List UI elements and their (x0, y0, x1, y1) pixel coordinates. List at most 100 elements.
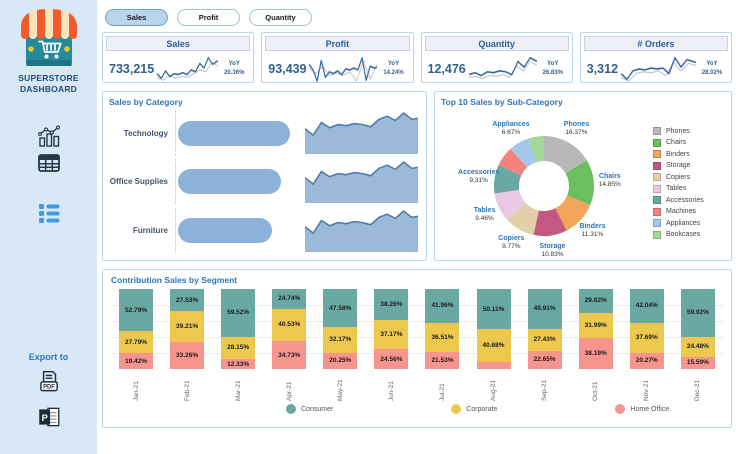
tab-quantity[interactable]: Quantity (249, 9, 312, 26)
category-bar[interactable] (178, 169, 282, 195)
segment-consumer: 38.26% (374, 289, 409, 320)
segment-value-label: 39.21% (176, 323, 199, 331)
donut-slice-binders[interactable] (555, 195, 591, 231)
segment-value-label: 40.68% (482, 341, 505, 349)
segment-home-office: 24.56% (374, 349, 409, 369)
legend-label: Copiers (666, 173, 691, 181)
legend-item-appliances[interactable]: Appliances (653, 219, 725, 228)
slice-pct: 10.83% (541, 251, 564, 259)
kpi-sparkline (468, 55, 537, 83)
legend-item-tables[interactable]: Tables (653, 184, 725, 193)
legend-item-copiers[interactable]: Copiers (653, 173, 725, 182)
month-axis-label: May-21 (336, 379, 344, 401)
panel-title: Sales by Category (109, 97, 183, 107)
donut-slice-machines[interactable] (498, 148, 528, 176)
slice-pct: 16.37% (565, 128, 588, 136)
stacked-bar[interactable]: 49.91% 27.43% 22.65% (527, 289, 562, 369)
category-bar-zone (175, 159, 295, 205)
segment-value-label: 24.48% (686, 343, 709, 351)
donut-slice-phones[interactable] (544, 136, 587, 174)
donut-slice-accessories[interactable] (494, 164, 522, 194)
month-column-jun-21: 38.26% 37.17% 24.56% Jun-21 (374, 289, 409, 401)
kpi-card-sales[interactable]: Sales 733,215 YoY 20.36% (102, 32, 255, 83)
stacked-bar[interactable]: 50.11% 40.68% (476, 289, 511, 369)
donut-slice-copiers[interactable] (507, 202, 539, 235)
legend-swatch (653, 150, 661, 159)
measure-tabs: Sales Profit Quantity (105, 9, 732, 26)
stacked-bar[interactable]: 38.26% 37.17% 24.56% (374, 289, 409, 369)
legend-label: Phones (666, 127, 690, 135)
donut-slice-bookcases[interactable] (528, 136, 544, 163)
segment-value-label: 59.52% (227, 309, 250, 317)
export-powerpoint-icon[interactable]: P (36, 404, 62, 430)
stacked-bar[interactable]: 27.53% 39.21% 33.26% (170, 289, 205, 369)
table-icon[interactable] (37, 153, 61, 173)
category-bar[interactable] (178, 218, 273, 244)
segment-value-label: 32.17% (329, 336, 352, 344)
legend-label: Corporate (466, 405, 498, 413)
segment-home-office: 33.26% (170, 342, 205, 369)
segment-legend: Consumer Corporate Home Office (286, 404, 723, 414)
panel-title: Contribution Sales by Segment (111, 275, 238, 285)
kpi-sparkline (309, 55, 378, 83)
month-axis-label: Aug-21 (490, 380, 498, 401)
slice-pct: 9.31% (469, 177, 488, 185)
kpi-card-quantity[interactable]: Quantity 12,476 YoY 26.83% (420, 32, 573, 83)
stacked-bar[interactable]: 24.74% 40.53% 34.73% (272, 289, 307, 369)
donut-label-appliances: Appliances 6.67% (492, 121, 529, 137)
donut-slice-storage[interactable] (533, 208, 567, 236)
legend-item-consumer[interactable]: Consumer (286, 404, 333, 414)
stacked-bar[interactable]: 52.79% 27.79% 19.42% (119, 289, 153, 369)
kpi-title: Quantity (424, 36, 569, 51)
month-column-feb-21: 27.53% 39.21% 33.26% Feb-21 (170, 289, 205, 401)
stacked-bar[interactable]: 41.96% 36.51% 21.53% (425, 289, 460, 369)
segment-value-label: 33.26% (176, 352, 199, 360)
stacked-bar[interactable]: 59.52% 28.15% 12.33% (221, 289, 256, 369)
export-pdf-icon[interactable]: PDF (36, 370, 62, 395)
combo-chart-icon[interactable] (37, 125, 61, 147)
month-axis-label: Mar-21 (234, 380, 242, 401)
stacked-bar[interactable]: 42.04% 37.69% 20.27% (629, 289, 664, 369)
segment-value-label: 31.99% (584, 322, 607, 330)
donut-slice-chairs[interactable] (565, 160, 594, 206)
kpi-card-orders[interactable]: # Orders 3,312 YoY 28.02% (579, 32, 732, 83)
stacked-bar[interactable]: 59.92% 24.48% 15.59% (680, 289, 715, 369)
segment-value-label: 19.42% (124, 357, 148, 365)
legend-item-phones[interactable]: Phones (653, 127, 725, 136)
slice-pct: 9.77% (502, 243, 521, 251)
kpi-sparkline (620, 55, 697, 83)
donut-label-binders: Binders 11.31% (579, 223, 605, 239)
legend-item-chairs[interactable]: Chairs (653, 138, 725, 147)
kpi-yoy: YoY 14.24% (383, 61, 404, 76)
legend-item-machines[interactable]: Machines (653, 207, 725, 216)
segment-value-label: 12.33% (227, 360, 250, 368)
kpi-card-profit[interactable]: Profit 93,439 YoY 14.24% (261, 32, 414, 83)
stacked-bar[interactable]: 47.58% 32.17% 20.25% (323, 289, 358, 369)
legend-item-corporate[interactable]: Corporate (451, 404, 497, 414)
legend-item-bookcases[interactable]: Bookcases (653, 230, 725, 239)
month-axis-label: Jun-21 (387, 381, 395, 401)
segment-value-label: 37.17% (380, 330, 403, 338)
category-bar[interactable] (178, 120, 290, 146)
legend-item-accessories[interactable]: Accessories (653, 196, 725, 205)
kpi-value: 3,312 (586, 61, 619, 76)
tab-sales[interactable]: Sales (105, 9, 168, 26)
donut-slice-appliances[interactable] (510, 138, 537, 168)
segment-value-label: 22.65% (533, 356, 556, 364)
segment-home-office: 20.25% (323, 352, 358, 369)
list-icon[interactable] (38, 203, 60, 224)
segment-consumer: 50.11% (476, 289, 511, 330)
donut-slice-tables[interactable] (494, 189, 526, 220)
legend-item-binders[interactable]: Binders (653, 150, 725, 159)
stacked-bar[interactable]: 29.82% 31.99% 38.19% (578, 289, 613, 369)
legend-swatch (653, 138, 661, 147)
slice-name: Copiers (498, 235, 525, 243)
legend-item-storage[interactable]: Storage (653, 161, 725, 170)
segment-home-office: 19.42% (119, 353, 153, 369)
legend-item-home-office[interactable]: Home Office (615, 404, 669, 414)
legend-label: Binders (666, 150, 690, 158)
top10-subcategory-panel: Top 10 Sales by Sub-Category Phones 16.37… (434, 91, 732, 261)
kpi-title: # Orders (583, 36, 728, 51)
segment-value-label: 47.58% (329, 304, 352, 312)
tab-profit[interactable]: Profit (177, 9, 240, 26)
